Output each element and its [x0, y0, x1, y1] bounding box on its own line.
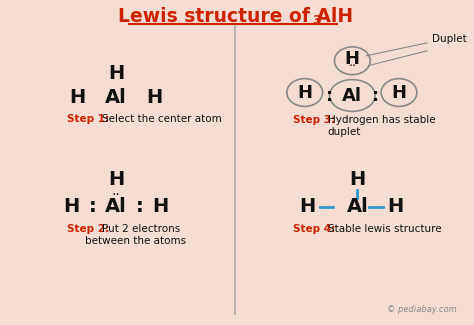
- Text: duplet: duplet: [328, 127, 361, 137]
- Text: H: H: [147, 88, 163, 107]
- Text: Al: Al: [342, 86, 362, 105]
- Text: H: H: [64, 197, 80, 216]
- Text: H: H: [392, 84, 407, 101]
- Text: Stable lewis structure: Stable lewis structure: [328, 224, 441, 233]
- Text: :: :: [326, 86, 333, 105]
- Text: :: :: [372, 86, 379, 105]
- Text: Select the center atom: Select the center atom: [102, 114, 222, 124]
- Text: ⋅⋅: ⋅⋅: [112, 188, 120, 202]
- Text: H: H: [153, 197, 169, 216]
- Text: H: H: [387, 197, 403, 216]
- Text: Duplet: Duplet: [432, 34, 466, 44]
- Text: © pediabay.com: © pediabay.com: [387, 306, 456, 314]
- Text: H: H: [349, 170, 365, 189]
- Text: Al: Al: [346, 197, 368, 216]
- Text: between the atoms: between the atoms: [85, 236, 186, 246]
- Text: Step 3:: Step 3:: [293, 115, 335, 125]
- Text: H: H: [69, 88, 85, 107]
- Text: Step 4:: Step 4:: [293, 224, 335, 233]
- Text: ⋅⋅: ⋅⋅: [348, 60, 356, 73]
- Text: H: H: [300, 197, 316, 216]
- Text: Step 1:: Step 1:: [67, 114, 109, 124]
- Text: 3: 3: [312, 14, 321, 27]
- Text: H: H: [108, 64, 124, 83]
- Text: Put 2 electrons: Put 2 electrons: [102, 225, 181, 235]
- Text: :: :: [89, 197, 96, 216]
- Text: H: H: [345, 50, 360, 68]
- Text: H: H: [108, 170, 124, 189]
- Text: Step 2:: Step 2:: [67, 225, 109, 235]
- Text: Hydrogen has stable: Hydrogen has stable: [328, 115, 435, 125]
- Text: H: H: [297, 84, 312, 101]
- Text: :: :: [136, 197, 144, 216]
- Text: Lewis structure of AlH: Lewis structure of AlH: [118, 6, 353, 26]
- Text: Al: Al: [105, 197, 127, 216]
- Text: Al: Al: [105, 88, 127, 107]
